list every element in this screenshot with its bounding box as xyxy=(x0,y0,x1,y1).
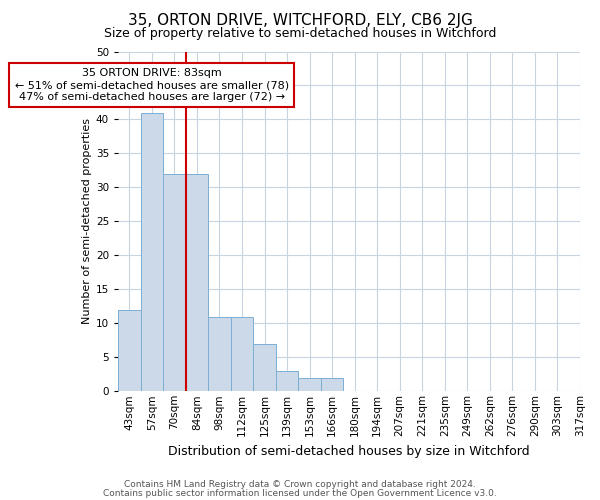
Bar xyxy=(163,174,185,392)
X-axis label: Distribution of semi-detached houses by size in Witchford: Distribution of semi-detached houses by … xyxy=(168,444,530,458)
Bar xyxy=(208,316,231,392)
Text: Contains public sector information licensed under the Open Government Licence v3: Contains public sector information licen… xyxy=(103,488,497,498)
Bar xyxy=(118,310,140,392)
Text: 35, ORTON DRIVE, WITCHFORD, ELY, CB6 2JG: 35, ORTON DRIVE, WITCHFORD, ELY, CB6 2JG xyxy=(128,12,472,28)
Bar xyxy=(298,378,321,392)
Text: Size of property relative to semi-detached houses in Witchford: Size of property relative to semi-detach… xyxy=(104,28,496,40)
Text: 35 ORTON DRIVE: 83sqm
← 51% of semi-detached houses are smaller (78)
47% of semi: 35 ORTON DRIVE: 83sqm ← 51% of semi-deta… xyxy=(15,68,289,102)
Y-axis label: Number of semi-detached properties: Number of semi-detached properties xyxy=(82,118,92,324)
Text: Contains HM Land Registry data © Crown copyright and database right 2024.: Contains HM Land Registry data © Crown c… xyxy=(124,480,476,489)
Bar xyxy=(276,371,298,392)
Bar xyxy=(185,174,208,392)
Bar xyxy=(321,378,343,392)
Bar xyxy=(231,316,253,392)
Bar xyxy=(140,112,163,392)
Bar xyxy=(253,344,276,392)
